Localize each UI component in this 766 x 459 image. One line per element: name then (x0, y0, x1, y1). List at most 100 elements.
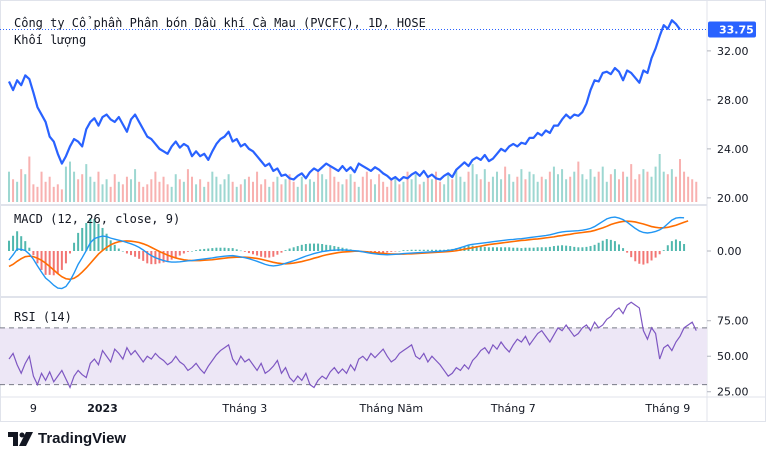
macd-histogram-bar (150, 251, 153, 265)
volume-bar (569, 176, 572, 202)
macd-histogram-bar (191, 251, 193, 252)
volume-bar (390, 179, 393, 202)
macd-histogram-bar (231, 248, 234, 251)
volume-bar (292, 181, 295, 202)
volume-bar (24, 174, 27, 202)
macd-histogram-bar (142, 251, 145, 261)
macd-histogram-bar (435, 249, 437, 251)
macd-histogram-bar (77, 232, 80, 251)
macd-histogram-bar (475, 246, 478, 251)
macd-histogram-bar (646, 251, 649, 264)
volume-bar (321, 174, 324, 202)
volume-bar (532, 174, 535, 202)
macd-histogram-bar (622, 248, 625, 251)
volume-bar (166, 184, 169, 202)
volume-bar (382, 181, 385, 202)
volume-bar (105, 179, 108, 202)
macd-histogram-bar (557, 245, 559, 251)
volume-bar (207, 181, 210, 202)
volume-bar (524, 179, 527, 202)
volume-bar (97, 171, 100, 202)
rsi-line (8, 301, 697, 390)
volume-bar (304, 184, 307, 202)
volume-bar (459, 176, 462, 202)
rsi-axis-tick-label: 50.00 (717, 350, 749, 363)
volume-bar (406, 171, 409, 202)
macd-histogram-bar (601, 240, 604, 251)
macd-histogram-bar (605, 239, 608, 251)
volume-bar (670, 169, 673, 202)
volume-bar (134, 169, 137, 202)
macd-histogram-bar (158, 251, 161, 264)
macd-histogram-bar (382, 251, 385, 254)
macd-histogram-bar (609, 239, 612, 251)
volume-bar (243, 179, 246, 202)
volume-bar (369, 179, 372, 202)
volume-bar (557, 174, 559, 202)
volume-bar (378, 174, 381, 202)
macd-histogram-bar (52, 251, 55, 276)
volume-bar (44, 181, 47, 202)
macd-histogram-bar (162, 251, 165, 263)
volume-bar (64, 166, 67, 202)
macd-histogram-bar (483, 246, 486, 251)
macd-histogram-bar (508, 247, 511, 251)
volume-label: Khối lượng (14, 33, 86, 47)
macd-histogram-bar (174, 251, 177, 258)
volume-bar (146, 184, 149, 202)
macd-histogram-bar (674, 239, 677, 251)
volume-bar (113, 174, 116, 202)
macd-histogram-bar (203, 248, 206, 251)
macd-histogram-bar (516, 247, 519, 251)
volume-bar (613, 169, 616, 202)
volume-bar (85, 164, 88, 202)
macd-histogram-bar (642, 251, 645, 265)
volume-bar (36, 186, 39, 202)
volume-bar (345, 179, 348, 202)
volume-bar (125, 176, 128, 202)
volume-bar (81, 174, 84, 202)
macd-histogram-bar (268, 251, 271, 258)
tradingview-logo: TradingView (8, 430, 126, 447)
macd-histogram-bar (565, 245, 568, 251)
volume-bar (422, 181, 425, 202)
volume-bar (8, 171, 10, 202)
macd-histogram-bar (390, 251, 393, 252)
rsi-title: RSI (14) (14, 310, 72, 324)
price-axis-tick-label: 24.00 (717, 143, 749, 156)
tradingview-wordmark: TradingView (38, 430, 127, 447)
volume-bars (8, 154, 698, 202)
volume-bar (487, 181, 490, 202)
last-price-badge (708, 21, 756, 38)
volume-bar (117, 181, 120, 202)
macd-histogram-bar (487, 247, 490, 251)
macd-histogram-bar (532, 247, 535, 251)
macd-histogram-bar (195, 250, 198, 251)
macd-histogram-bar (227, 248, 230, 251)
volume-bar (284, 179, 287, 202)
volume-bar (500, 179, 503, 202)
macd-histogram-bar (313, 243, 315, 251)
volume-bar (268, 186, 271, 202)
macd-histogram-bar (593, 244, 596, 251)
volume-bar (48, 176, 51, 202)
macd-histogram-bar (215, 247, 218, 251)
rsi-axis-tick-label: 75.00 (717, 315, 749, 328)
macd-histogram-bar (81, 227, 84, 251)
volume-bar (479, 179, 482, 202)
macd-histogram-bar (512, 247, 515, 251)
macd-histogram-bar (544, 247, 547, 251)
macd-histogram-bar (264, 251, 267, 258)
macd-histogram-bar (662, 250, 665, 251)
volume-bar (150, 179, 153, 202)
macd-histogram-bar (569, 246, 572, 251)
volume-bar (410, 179, 413, 202)
volume-bar (56, 184, 59, 202)
macd-histogram-bar (333, 246, 336, 251)
macd-axis-tick-label: 0.00 (717, 245, 742, 258)
time-axis-label: Tháng 9 (644, 402, 690, 415)
volume-bar (618, 179, 620, 202)
volume-bar (512, 181, 515, 202)
volume-bar (12, 179, 15, 202)
